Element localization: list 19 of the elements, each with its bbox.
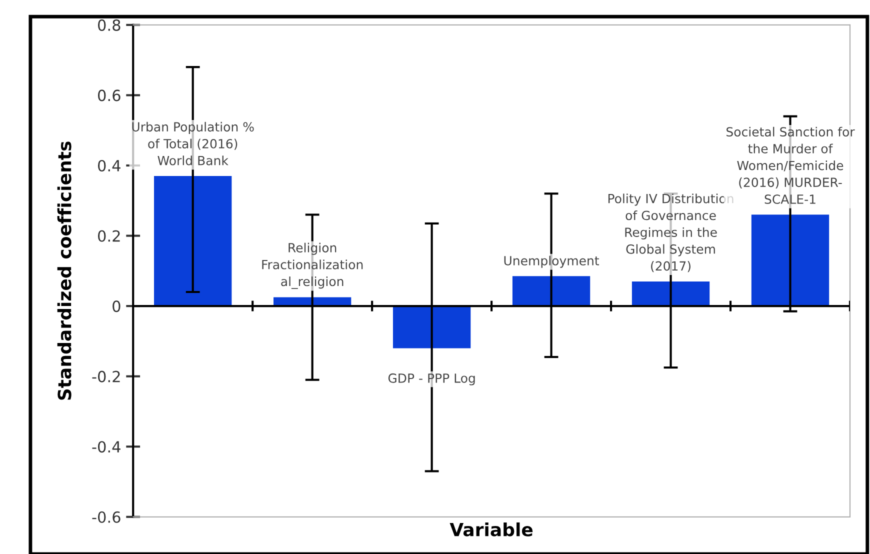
x-tick-label: Unemployment [504,256,600,268]
y-axis-title: Standardized coefficients [57,142,72,400]
bar [154,176,232,306]
y-tick-label: -0.4 [92,441,120,453]
x-tick-label: GDP - PPP Log [388,373,475,386]
y-tick-label: 0.2 [98,230,120,242]
bar [632,281,710,306]
x-tick-label: Urban Population % of Total (2016) World Bank [132,122,254,166]
y-tick-label: 0 [112,300,120,312]
bar [751,214,830,306]
y-tick-label: -0.2 [92,370,120,382]
x-tick-label: Religion Fractionalization al_religion [262,242,363,289]
y-tick-label: -0.6 [92,511,120,523]
y-tick-label: 0.8 [98,19,120,31]
bar [512,276,590,306]
y-tick-label: 0.4 [98,160,120,172]
y-tick-label: 0.6 [98,90,120,102]
x-axis-title: Variable [450,522,533,536]
bar [392,306,471,348]
